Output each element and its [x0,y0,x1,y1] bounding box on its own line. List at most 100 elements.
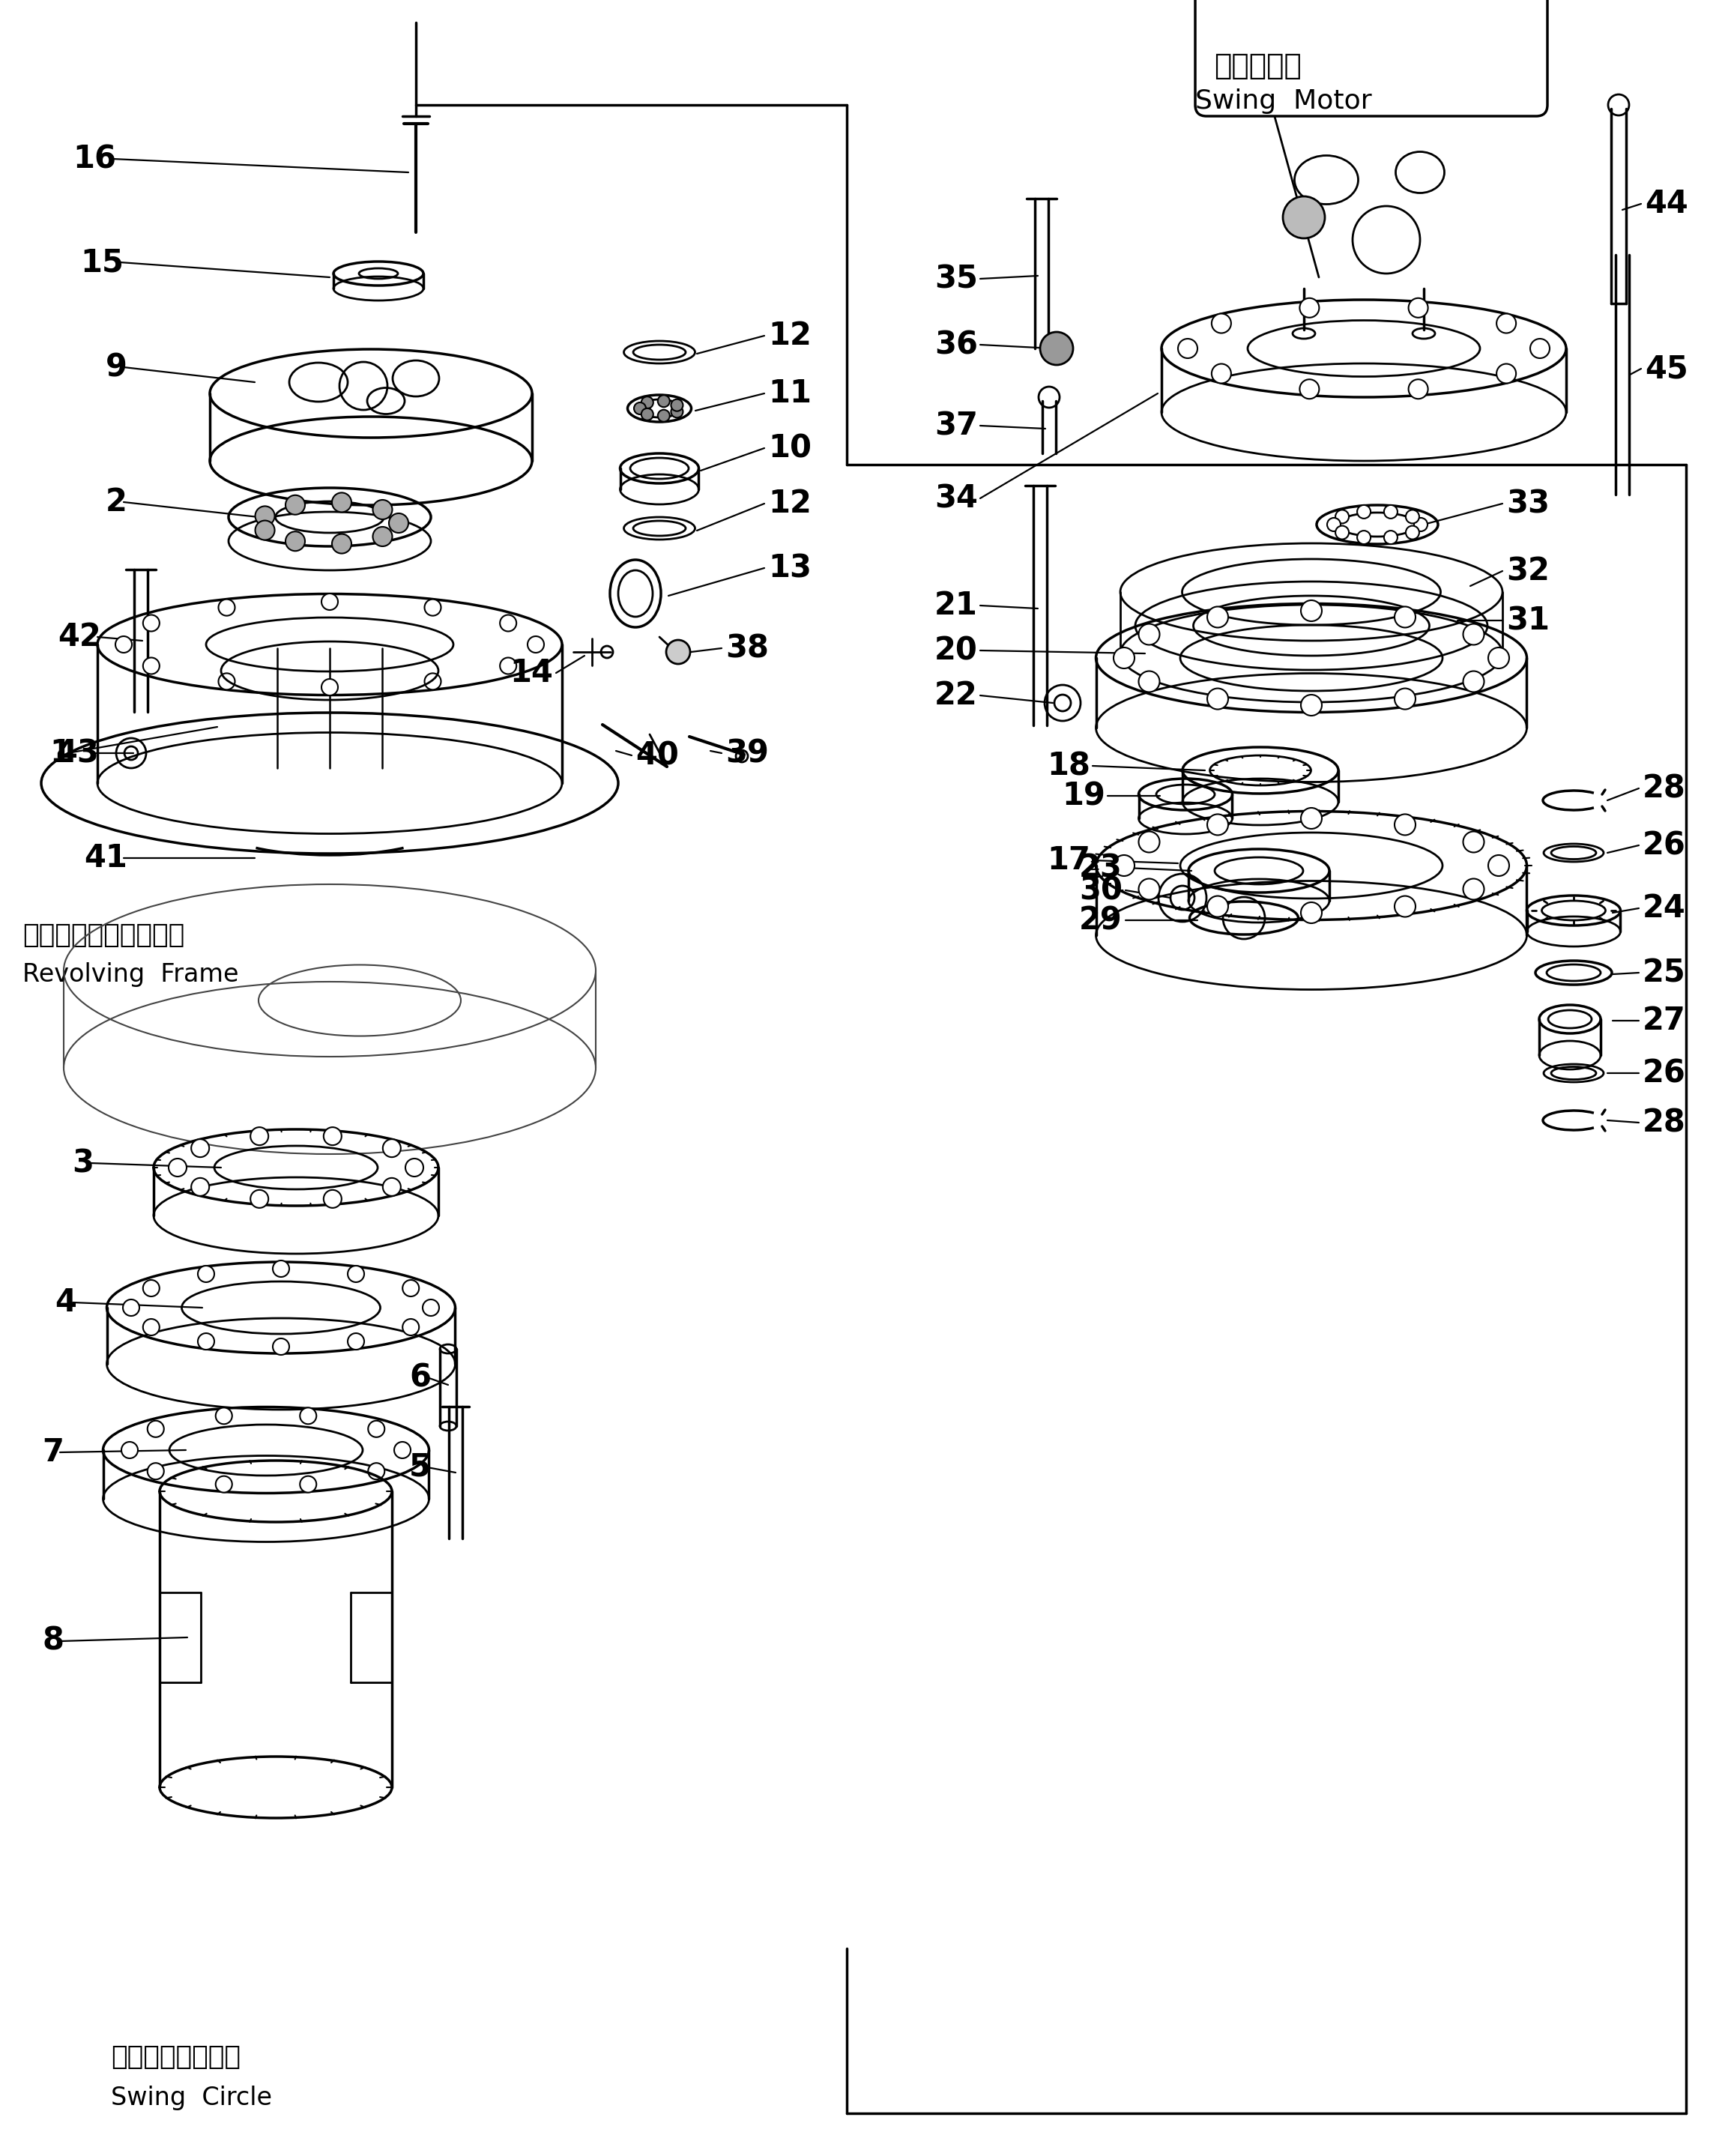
Text: 33: 33 [1507,487,1550,520]
Circle shape [1488,647,1509,668]
Circle shape [286,496,305,515]
Circle shape [1300,379,1320,399]
Circle shape [272,1339,290,1354]
Text: 26: 26 [1642,830,1685,860]
Circle shape [321,679,338,696]
Circle shape [215,1477,232,1492]
Circle shape [321,593,338,610]
Circle shape [1207,606,1228,627]
Circle shape [1529,338,1550,358]
Circle shape [368,1421,385,1438]
Circle shape [1207,897,1228,916]
Circle shape [250,1190,269,1207]
Circle shape [1463,832,1484,852]
Circle shape [142,658,160,675]
Circle shape [657,410,669,423]
Circle shape [191,1138,210,1158]
Text: レボルビングフレーム: レボルビングフレーム [23,923,184,949]
Circle shape [116,636,132,653]
Circle shape [402,1281,420,1296]
Text: 7: 7 [42,1436,64,1468]
Text: 16: 16 [73,142,116,175]
Circle shape [1283,196,1325,239]
Circle shape [1384,505,1398,517]
Circle shape [1113,647,1134,668]
Circle shape [1300,298,1320,317]
Text: 15: 15 [80,246,123,278]
Circle shape [324,1190,342,1207]
Circle shape [255,520,274,539]
Circle shape [349,1266,364,1283]
Text: 9: 9 [106,351,127,384]
Circle shape [255,507,274,526]
Circle shape [142,1319,160,1335]
Circle shape [1139,671,1160,692]
Circle shape [671,405,683,418]
Circle shape [1358,530,1370,543]
Circle shape [1488,856,1509,875]
Circle shape [147,1421,165,1438]
Circle shape [1300,694,1321,716]
Text: 42: 42 [57,621,101,653]
Circle shape [1212,313,1231,332]
Text: 旋回モータ: 旋回モータ [1214,52,1302,80]
Text: 11: 11 [768,377,812,410]
Circle shape [383,1177,401,1197]
Text: スイングサークル: スイングサークル [111,2044,241,2070]
Text: 36: 36 [935,330,978,360]
Circle shape [1406,526,1418,539]
Text: 4: 4 [55,1287,76,1317]
Text: 10: 10 [768,433,812,464]
Circle shape [1335,511,1349,524]
Circle shape [1394,606,1415,627]
Circle shape [394,1442,411,1457]
Text: 39: 39 [725,737,768,770]
Circle shape [499,658,517,675]
Text: Swing  Motor: Swing Motor [1195,88,1372,114]
Circle shape [198,1332,215,1350]
Circle shape [657,395,669,407]
Circle shape [121,1442,139,1457]
Circle shape [191,1177,210,1197]
Circle shape [1113,856,1134,875]
Text: 26: 26 [1642,1056,1685,1089]
Circle shape [406,1158,423,1177]
Text: 14: 14 [510,658,553,688]
Text: 25: 25 [1642,957,1685,987]
Circle shape [1408,379,1429,399]
Circle shape [635,403,647,414]
Circle shape [1384,530,1398,543]
Circle shape [368,1464,385,1479]
Text: 40: 40 [635,740,678,772]
Text: 22: 22 [935,679,978,711]
Circle shape [1300,599,1321,621]
Circle shape [142,1281,160,1296]
Text: 12: 12 [768,319,812,351]
Circle shape [168,1158,187,1177]
Circle shape [1207,688,1228,709]
Circle shape [1358,505,1370,517]
Circle shape [499,614,517,632]
Circle shape [642,397,654,407]
Text: 13: 13 [768,552,812,584]
Text: 28: 28 [1642,772,1685,804]
Text: 18: 18 [1047,750,1091,783]
Circle shape [123,1300,139,1315]
Circle shape [272,1261,290,1276]
Circle shape [1139,880,1160,899]
Text: 32: 32 [1507,556,1550,586]
Text: 12: 12 [768,487,812,520]
Circle shape [300,1408,316,1425]
Text: 19: 19 [1061,780,1105,811]
Circle shape [250,1128,269,1145]
Text: Swing  Circle: Swing Circle [111,2087,272,2111]
Circle shape [142,614,160,632]
Circle shape [1300,901,1321,923]
Circle shape [1327,517,1340,530]
Circle shape [1335,526,1349,539]
Circle shape [147,1464,165,1479]
Text: 34: 34 [935,483,978,513]
Circle shape [1040,332,1073,364]
Circle shape [349,1332,364,1350]
Text: 45: 45 [1646,354,1689,384]
